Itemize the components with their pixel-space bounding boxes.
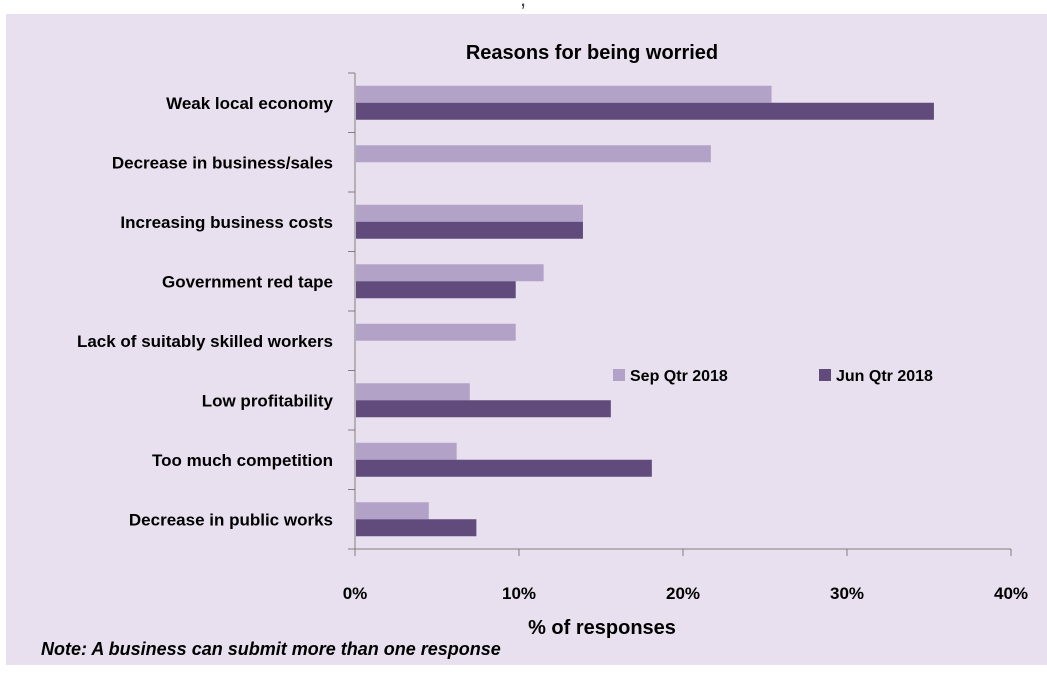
bar-jun-qtr (356, 519, 477, 537)
cropped-header-text: , (520, 0, 526, 12)
bar-jun-qtr (356, 102, 934, 120)
x-tick-label: 40% (994, 584, 1028, 603)
chart-title: Reasons for being worried (466, 42, 718, 64)
legend-label-jun: Jun Qtr 2018 (836, 368, 933, 385)
bars (356, 85, 934, 537)
category-label: Decrease in public works (129, 510, 333, 529)
top-cropped-header: , (0, 0, 1047, 14)
x-axis-title: % of responses (528, 617, 676, 639)
bar-jun-qtr (356, 221, 583, 239)
category-label: Lack of suitably skilled workers (77, 332, 333, 351)
bar-sep-qtr (356, 323, 516, 341)
x-tick-label: 20% (666, 584, 700, 603)
category-label: Increasing business costs (120, 213, 333, 232)
category-label: Government red tape (162, 272, 333, 291)
legend-swatch-jun (819, 369, 831, 381)
bar-sep-qtr (356, 264, 544, 282)
bar-sep-qtr (356, 383, 470, 401)
category-label: Too much competition (152, 451, 333, 470)
category-labels: Weak local economy Decrease in business/s… (77, 94, 334, 530)
category-label: Weak local economy (166, 94, 333, 113)
x-tick-label: 0% (343, 584, 368, 603)
category-label: Low profitability (202, 391, 334, 410)
chart-panel: Reasons for being worried Weak local eco… (6, 14, 1047, 665)
bar-sep-qtr (356, 502, 429, 520)
footnote: Note: A business can submit more than on… (41, 639, 501, 659)
bar-jun-qtr (356, 281, 516, 299)
x-tick-labels: 0% 10% 20% 30% 40% (343, 584, 1028, 603)
bar-sep-qtr (356, 85, 772, 103)
x-tick-label: 10% (502, 584, 536, 603)
bar-sep-qtr (356, 145, 711, 163)
legend: Sep Qtr 2018 Jun Qtr 2018 (613, 368, 933, 385)
legend-swatch-sep (613, 369, 625, 381)
x-tick-label: 30% (830, 584, 864, 603)
legend-label-sep: Sep Qtr 2018 (630, 368, 728, 385)
bar-jun-qtr (356, 459, 652, 477)
bar-chart: Reasons for being worried Weak local eco… (77, 42, 1028, 639)
axes (348, 72, 1012, 556)
bar-sep-qtr (356, 442, 457, 460)
category-label: Decrease in business/sales (112, 153, 333, 172)
bar-sep-qtr (356, 204, 583, 222)
bar-jun-qtr (356, 400, 611, 418)
